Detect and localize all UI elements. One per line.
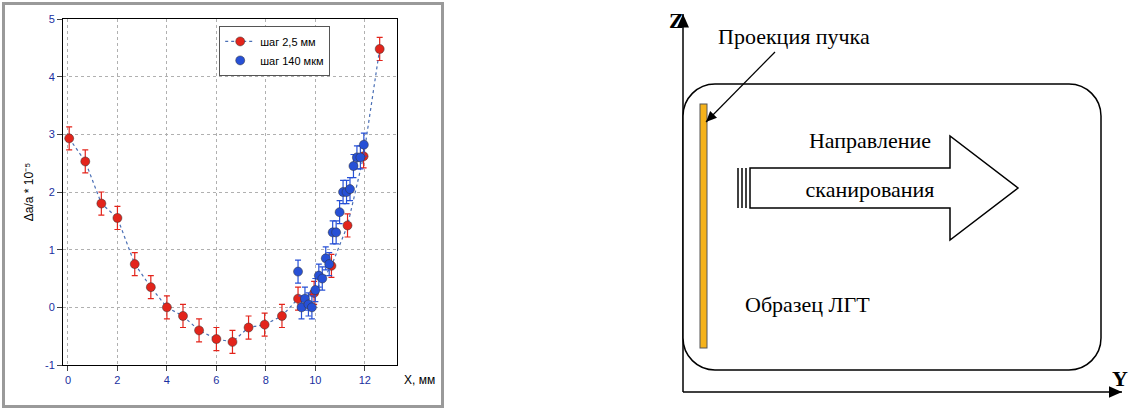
svg-text:Образец ЛГТ: Образец ЛГТ: [745, 292, 870, 317]
svg-text:0: 0: [49, 301, 55, 313]
svg-text:1: 1: [49, 244, 55, 256]
svg-text:4: 4: [49, 71, 55, 83]
svg-text:Z: Z: [669, 8, 684, 33]
svg-text:2: 2: [49, 186, 55, 198]
svg-text:Проекция пучка: Проекция пучка: [718, 24, 870, 49]
svg-text:шаг 2,5 мм: шаг 2,5 мм: [260, 36, 315, 48]
svg-text:X, мм: X, мм: [404, 373, 435, 387]
svg-text:сканирования: сканирования: [806, 177, 935, 202]
svg-text:Y: Y: [1112, 366, 1128, 391]
svg-text:5: 5: [49, 13, 55, 25]
svg-text:Направление: Направление: [809, 128, 931, 153]
svg-text:4: 4: [164, 374, 170, 386]
svg-text:10: 10: [309, 374, 321, 386]
svg-text:8: 8: [263, 374, 269, 386]
svg-text:12: 12: [359, 374, 371, 386]
svg-text:2: 2: [114, 374, 120, 386]
svg-text:шаг 140 мкм: шаг 140 мкм: [260, 55, 323, 67]
svg-text:Δa/a * 10⁻⁵: Δa/a * 10⁻⁵: [22, 163, 36, 221]
svg-text:-1: -1: [45, 359, 55, 371]
svg-text:3: 3: [49, 128, 55, 140]
svg-text:0: 0: [65, 374, 71, 386]
svg-text:6: 6: [213, 374, 219, 386]
